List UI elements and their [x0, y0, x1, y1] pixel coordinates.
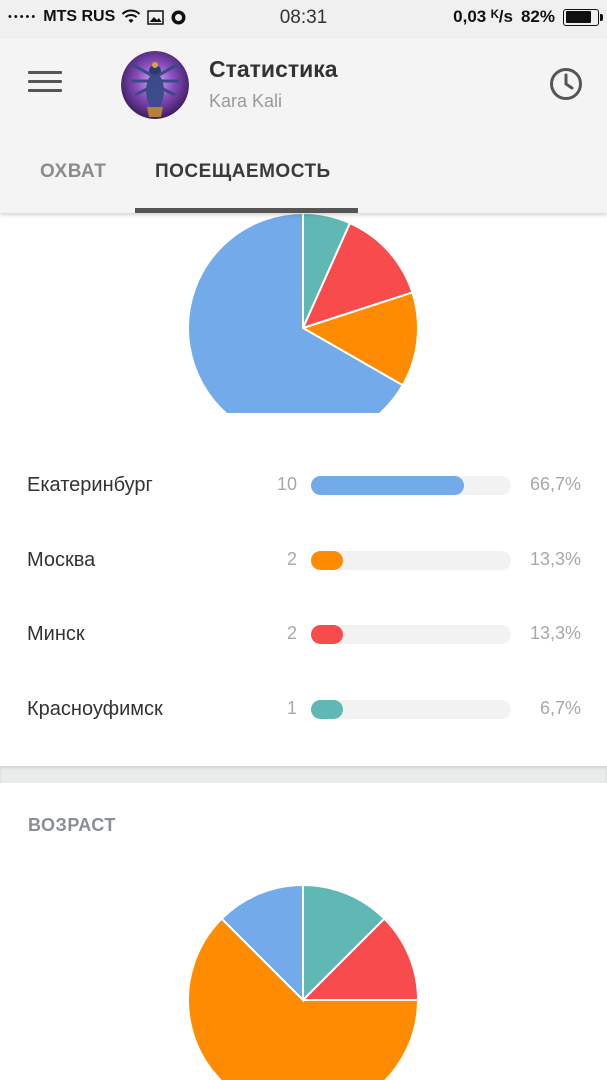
page-subtitle: Kara Kali: [209, 91, 283, 111]
carrier-info: ••••• MTS RUS: [8, 8, 187, 26]
age-pie-slice: [300, 917, 420, 1001]
city-bar-track: [311, 550, 511, 570]
city-row: Красноуфимск 1 6,7%: [0, 690, 607, 730]
app-header: Статистика Kara Kali ОХВАТ ПОСЕЩАЕМОСТЬ: [0, 38, 607, 213]
city-name: Минск: [27, 623, 85, 645]
city-percent: 13,3%: [529, 623, 581, 643]
city-pie-slice: [300, 291, 419, 387]
city-pie-slice: [301, 221, 414, 330]
city-name: Москва: [27, 548, 96, 571]
age-pie-slice: [220, 883, 304, 1003]
age-pie-chart: [187, 883, 420, 1080]
wifi-icon: [122, 9, 141, 23]
signal-strength-icon: •••••: [8, 11, 38, 23]
section-divider: [0, 766, 607, 783]
status-bar: ••••• MTS RUS 08:31 0,03 ᴷ/s 82%: [0, 0, 607, 38]
city-bar: [311, 476, 465, 495]
city-count: 10: [276, 474, 297, 494]
city-name: Екатеринбург: [27, 474, 153, 496]
content-scroll[interactable]: Екатеринбург 10 66,7% Москва 2 13,3% Минск 2 13,…: [0, 213, 607, 1080]
city-name: Красноуфимск: [27, 697, 163, 720]
city-percent: 13,3%: [529, 548, 581, 569]
status-right: 0,03 ᴷ/s 82%: [453, 7, 603, 27]
age-pie-slice: [302, 883, 386, 1003]
network-speed: 0,03 ᴷ/s: [453, 7, 513, 26]
avatar[interactable]: [121, 51, 189, 119]
history-clock-icon[interactable]: [548, 66, 584, 102]
city-bar-track: [311, 625, 511, 644]
whatsapp-icon: [171, 10, 186, 24]
city-percent: 6,7%: [539, 697, 581, 718]
tab-reach[interactable]: ОХВАТ: [40, 161, 107, 182]
city-bar: [311, 625, 343, 644]
menu-button[interactable]: [28, 71, 62, 97]
city-pie-slice: [187, 213, 405, 413]
age-pie-slice: [187, 917, 420, 1080]
age-section-title: ВОЗРАСТ: [28, 815, 116, 835]
tab-bar: ОХВАТ ПОСЕЩАЕМОСТЬ: [0, 138, 607, 213]
city-count: 2: [286, 623, 297, 643]
city-percent: 66,7%: [529, 474, 581, 494]
city-count: 2: [286, 548, 297, 569]
age-card: ВОЗРАСТ: [0, 783, 607, 1080]
city-row: Минск 2 13,3%: [0, 615, 607, 655]
city-pie-chart: [187, 213, 419, 413]
city-bar-track: [311, 699, 511, 719]
tab-attendance[interactable]: ПОСЕЩАЕМОСТЬ: [155, 161, 331, 182]
city-bar: [311, 699, 343, 719]
page-title: Статистика: [209, 56, 338, 82]
city-bar: [311, 550, 343, 570]
city-count: 1: [286, 697, 297, 718]
battery-percent: 82%: [520, 7, 555, 26]
city-row: Москва 2 13,3%: [0, 541, 607, 581]
battery-icon: [563, 8, 603, 26]
carrier-name: MTS RUS: [43, 8, 116, 25]
city-bar-track: [311, 476, 511, 495]
active-tab-indicator: [135, 208, 358, 213]
hamburger-icon: [28, 71, 62, 74]
city-row: Екатеринбург 10 66,7%: [0, 466, 607, 506]
status-time: 08:31: [279, 7, 328, 28]
image-notification-icon: [147, 9, 165, 25]
avatar-image-icon: [121, 51, 189, 119]
